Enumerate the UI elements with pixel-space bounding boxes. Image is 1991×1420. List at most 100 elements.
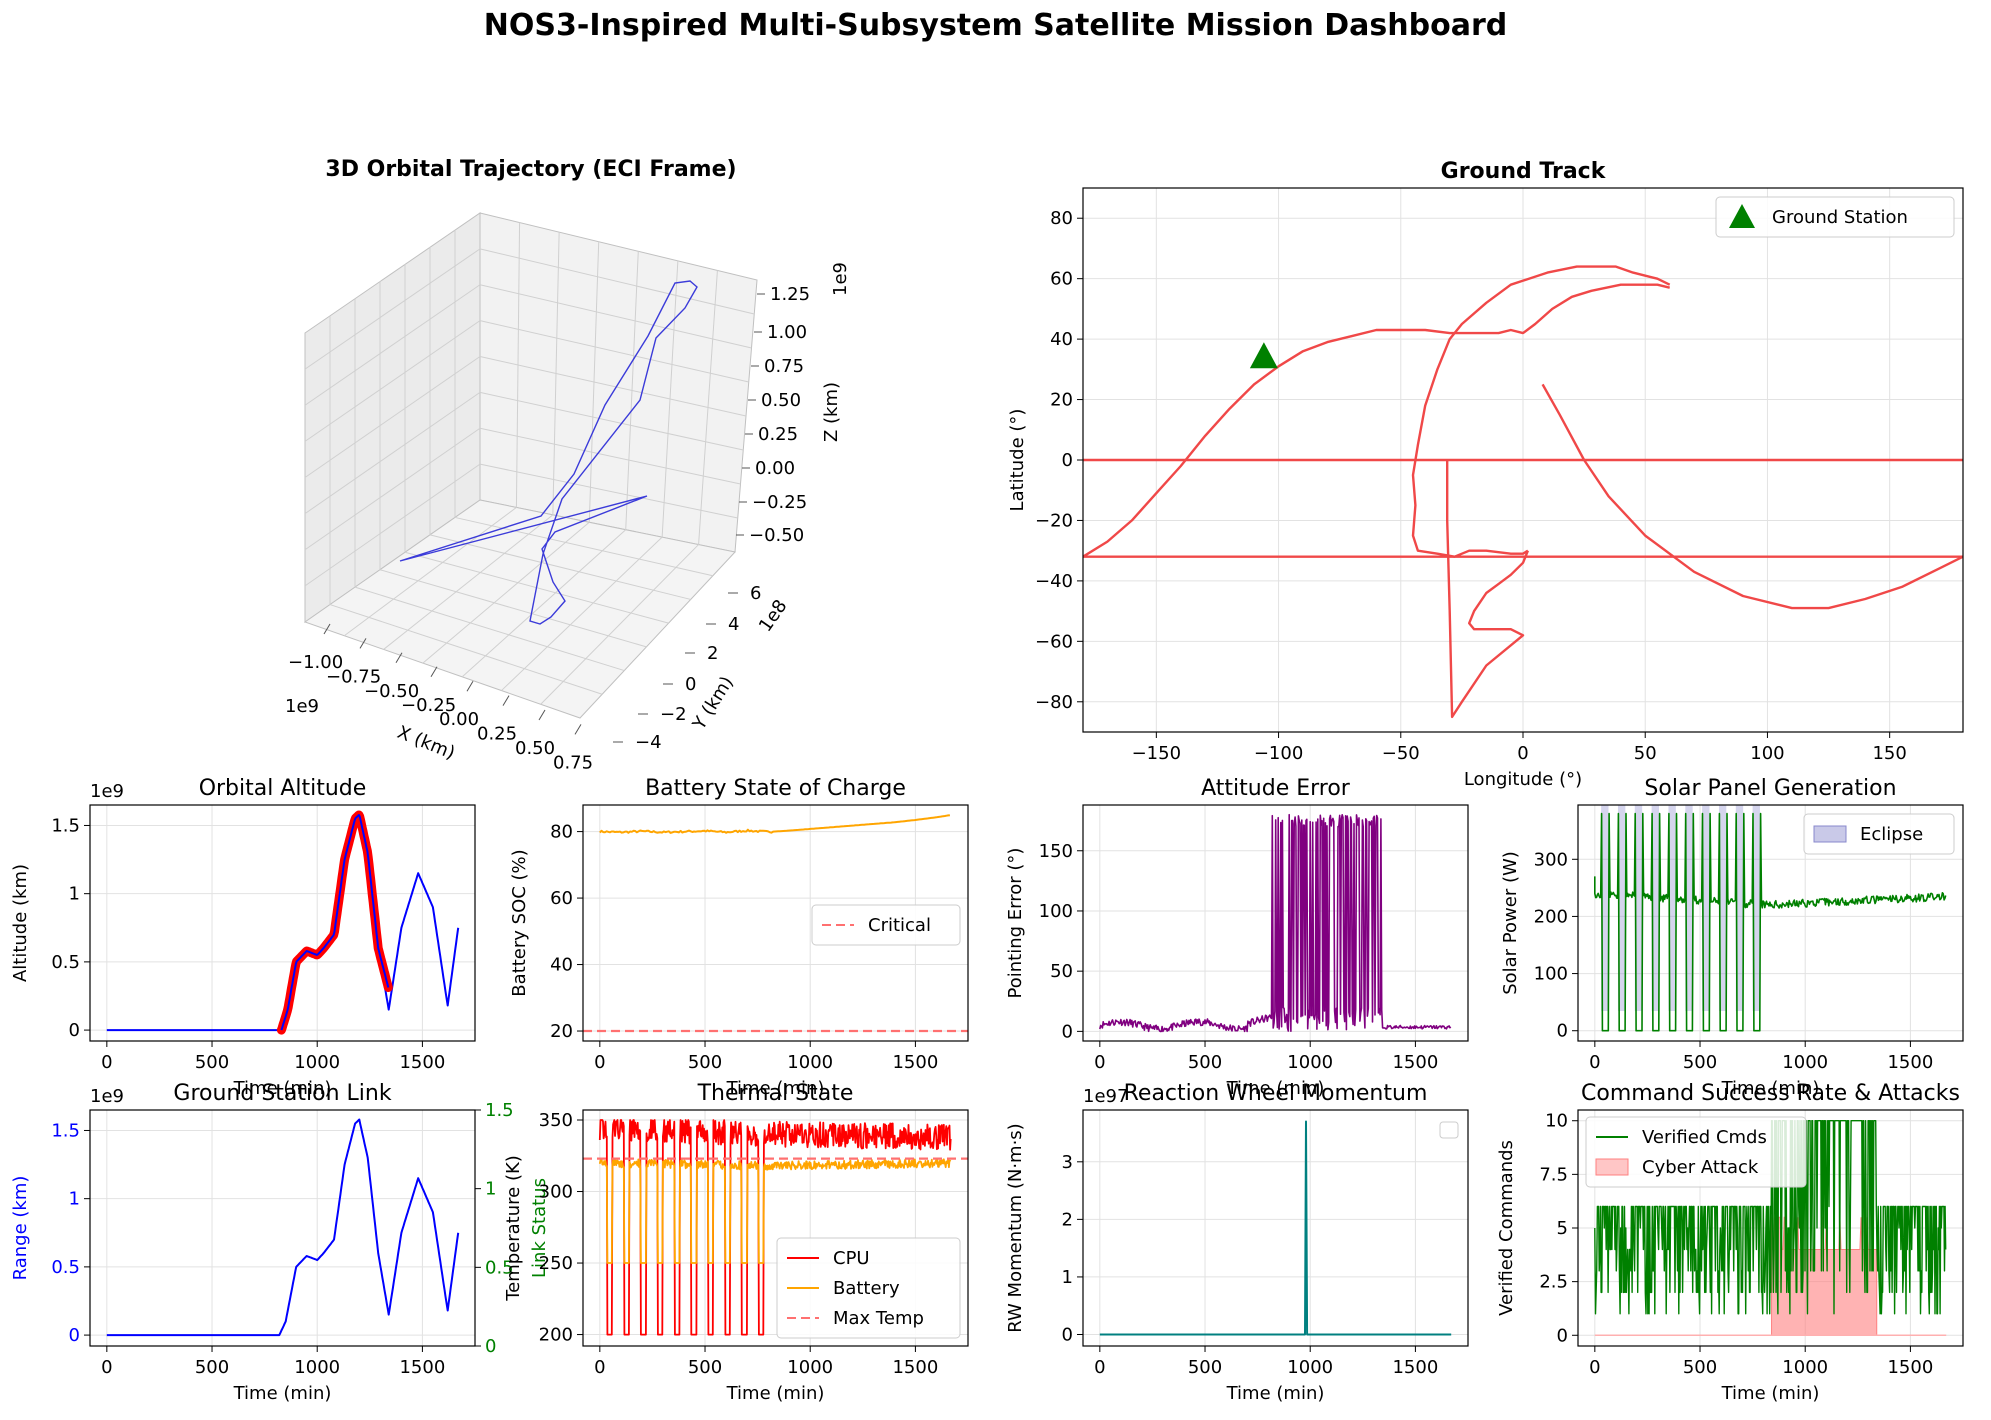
link-xtick-label-3: 1500 bbox=[399, 1357, 445, 1378]
ground-legend-swatch-0 bbox=[1729, 204, 1755, 228]
thermal-ytick-label-2: 300 bbox=[539, 1182, 573, 1203]
rw-frame bbox=[1082, 1109, 1469, 1347]
link-plot-area bbox=[106, 1118, 460, 1337]
solar-xtick-label-3: 1500 bbox=[1887, 1052, 1933, 1073]
orbit3d-grid-f2 bbox=[354, 586, 625, 672]
battery-title: Battery State of Charge bbox=[645, 776, 906, 801]
orbit3d-xtick-label-6: 0.50 bbox=[515, 738, 555, 759]
ground-plot-area bbox=[1083, 265, 1963, 719]
commands-legend: Verified Cmds Cyber Attack bbox=[1585, 1116, 1807, 1188]
rw-title: Reaction Wheel Momentum bbox=[1124, 1081, 1428, 1106]
altitude-xtick-label-1: 500 bbox=[195, 1052, 229, 1073]
battery-xtick-label-0: 0 bbox=[594, 1052, 605, 1073]
orbit3d-grid-f6 bbox=[454, 516, 713, 577]
orbit3d-grid-h1 bbox=[304, 248, 481, 370]
commands-xtick-label-1: 500 bbox=[1683, 1357, 1717, 1378]
thermal-xtick-label-2: 1000 bbox=[787, 1357, 833, 1378]
thermal-xlabel: Time (min) bbox=[726, 1383, 825, 1404]
commands-legend-swatch-1 bbox=[1595, 1158, 1629, 1176]
thermal-ytick-label-0: 200 bbox=[539, 1325, 573, 1346]
orbit3d-xtick-label-0: −1.00 bbox=[288, 652, 343, 673]
ground-xtick-label-0: −150 bbox=[1132, 743, 1181, 764]
link-xtick-label-2: 1000 bbox=[294, 1357, 340, 1378]
link-frame bbox=[89, 1109, 476, 1347]
orbit3d-grid-h2 bbox=[304, 284, 481, 406]
commands-ytick-label-2: 5 bbox=[1557, 1218, 1568, 1239]
thermal-ytick-label-3: 350 bbox=[539, 1110, 573, 1131]
solar-legend-swatch-0 bbox=[1813, 825, 1847, 843]
orbit3d-chart: 3D Orbital Trajectory (ECI Frame)−1.00−0… bbox=[285, 157, 851, 773]
ground-xtick-label-4: 50 bbox=[1634, 743, 1657, 764]
rw-ytick-label-3: 3 bbox=[1062, 1152, 1073, 1173]
orbit3d-ztick-label-6: −0.25 bbox=[752, 492, 807, 513]
ground-ytick-label-4: 0 bbox=[1062, 450, 1073, 471]
orbit3d-xtick-2 bbox=[395, 652, 403, 664]
thermal-plot-area bbox=[583, 1119, 968, 1336]
orbit3d-grid-f22 bbox=[383, 514, 554, 650]
link-y2tick-label-3: 1.5 bbox=[485, 1100, 514, 1121]
attitude-title: Attitude Error bbox=[1201, 776, 1351, 801]
orbit3d-xtick-label-2: −0.50 bbox=[364, 681, 419, 702]
orbit3d-grid-h4 bbox=[304, 356, 481, 478]
altitude-frame bbox=[89, 804, 476, 1042]
attitude-ytick-label-0: 0 bbox=[1062, 1021, 1073, 1042]
commands-xtick-label-3: 1500 bbox=[1887, 1357, 1933, 1378]
ground-station-marker bbox=[1249, 342, 1278, 369]
orbit3d-xtick-7 bbox=[574, 724, 582, 735]
altitude-ytick-label-3: 1.5 bbox=[51, 815, 80, 836]
altitude-plot-area bbox=[106, 810, 460, 1035]
attitude-xtick-label-0: 0 bbox=[1094, 1052, 1105, 1073]
orbit3d-xtick-label-1: −0.75 bbox=[326, 666, 381, 687]
orbit3d-grid-hb2 bbox=[479, 284, 752, 349]
orbit3d-ztick-label-2: 0.75 bbox=[764, 356, 804, 377]
orbit3d-z-offset: 1e9 bbox=[830, 262, 851, 296]
commands-xtick-label-0: 0 bbox=[1589, 1357, 1600, 1378]
solar-eclipse-band-9 bbox=[1752, 805, 1760, 1011]
attitude-frame bbox=[1082, 804, 1469, 1042]
rw-plot-area bbox=[1099, 1120, 1452, 1336]
solar-xtick-label-1: 500 bbox=[1683, 1052, 1717, 1073]
ground-track-arc bbox=[1083, 283, 1670, 558]
solar-ylabel: Solar Power (W) bbox=[1500, 851, 1521, 995]
link-y2tick-label-1: 0.5 bbox=[485, 1257, 514, 1278]
link-y2tick-label-0: 0 bbox=[485, 1336, 496, 1357]
orbit3d-xtick-label-7: 0.75 bbox=[553, 752, 593, 773]
orbit3d-xtick-6 bbox=[538, 709, 546, 721]
altitude-title: Orbital Altitude bbox=[199, 776, 367, 801]
altitude-xtick-label-2: 1000 bbox=[294, 1052, 340, 1073]
ground-xtick-label-5: 100 bbox=[1750, 743, 1784, 764]
attitude-xlabel: Time (min) bbox=[1226, 1078, 1325, 1099]
solar-frame bbox=[1577, 804, 1964, 1042]
solar-eclipse-band-2 bbox=[1634, 805, 1643, 1011]
thermal-cpu-line bbox=[598, 1119, 952, 1336]
orbit3d-xtick-label-3: −0.25 bbox=[401, 695, 456, 716]
altitude-ytick-label-0: 0 bbox=[69, 1020, 80, 1041]
link-ytick-label-3: 1.5 bbox=[51, 1120, 80, 1141]
orbit3d-ztick-label-3: 0.50 bbox=[761, 390, 801, 411]
orbit3d-grid-f21 bbox=[343, 507, 517, 637]
thermal-legend-box bbox=[776, 1237, 961, 1339]
attitude-error-line bbox=[1099, 813, 1452, 1033]
rw-momentum-line bbox=[1099, 1120, 1452, 1336]
battery-plot-area bbox=[583, 814, 968, 1033]
battery-ytick-label-3: 80 bbox=[550, 822, 573, 843]
orbit3d-ytick-label-2: 0 bbox=[685, 674, 696, 695]
solar-ytick-label-3: 300 bbox=[1534, 849, 1568, 870]
ground-ytick-label-8: 80 bbox=[1050, 208, 1073, 229]
rw-xtick-label-0: 0 bbox=[1094, 1357, 1105, 1378]
ground-legend: Ground Station bbox=[1715, 196, 1955, 238]
orbit3d-xtick-label-4: 0.00 bbox=[439, 709, 479, 730]
ground-xlabel: Longitude (°) bbox=[1464, 769, 1582, 790]
commands-ylabel: Verified Commands bbox=[1496, 1140, 1517, 1316]
solar-power-line bbox=[1594, 812, 1947, 1032]
commands-plot-area bbox=[1594, 1120, 1947, 1337]
ground-legend-box bbox=[1715, 196, 1955, 238]
rw-xlabel: Time (min) bbox=[1226, 1383, 1325, 1404]
altitude-xlabel: Time (min) bbox=[233, 1078, 332, 1099]
thermal-xtick-label-1: 500 bbox=[688, 1357, 722, 1378]
battery-xtick-label-3: 1500 bbox=[892, 1052, 938, 1073]
solar-eclipse-band-0 bbox=[1601, 805, 1609, 1011]
dashboard-title: NOS3-Inspired Multi-Subsystem Satellite … bbox=[483, 8, 1508, 43]
